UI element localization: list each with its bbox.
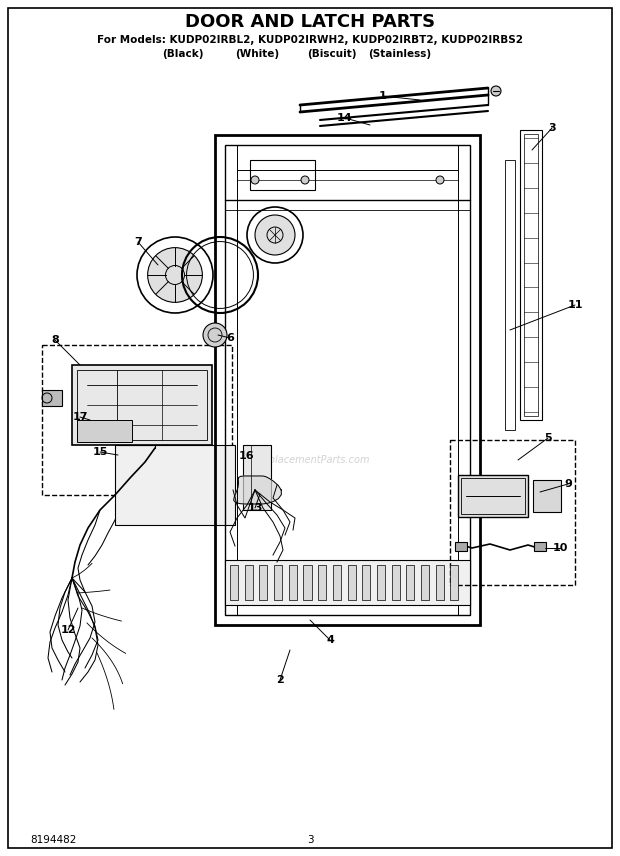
Text: 16: 16 xyxy=(239,451,255,461)
Text: 2: 2 xyxy=(276,675,284,685)
Text: eReplacementParts.com: eReplacementParts.com xyxy=(250,455,370,465)
Bar xyxy=(250,160,315,190)
Circle shape xyxy=(491,86,501,96)
Text: 1: 1 xyxy=(379,91,387,101)
Bar xyxy=(318,565,326,600)
Text: 8194482: 8194482 xyxy=(30,835,76,845)
Bar xyxy=(377,565,385,600)
Bar xyxy=(520,130,542,420)
Text: 3: 3 xyxy=(548,123,556,133)
Bar xyxy=(392,565,400,600)
Bar xyxy=(533,480,561,512)
Bar xyxy=(524,134,538,416)
Text: 15: 15 xyxy=(92,447,108,457)
Text: 13: 13 xyxy=(247,503,263,513)
Text: (White): (White) xyxy=(235,49,280,59)
Bar xyxy=(450,565,458,600)
Text: (Black): (Black) xyxy=(162,49,203,59)
Bar xyxy=(243,445,271,510)
Text: 17: 17 xyxy=(73,412,88,422)
Circle shape xyxy=(436,176,444,184)
Bar xyxy=(436,565,444,600)
Text: 3: 3 xyxy=(307,835,313,845)
Circle shape xyxy=(255,215,295,255)
Text: For Models: KUDP02IRBL2, KUDP02IRWH2, KUDP02IRBT2, KUDP02IRBS2: For Models: KUDP02IRBL2, KUDP02IRWH2, KU… xyxy=(97,35,523,45)
Bar xyxy=(450,440,575,585)
Bar xyxy=(274,565,282,600)
Bar xyxy=(77,370,207,440)
Text: 9: 9 xyxy=(564,479,572,489)
Bar xyxy=(77,420,132,442)
Text: 7: 7 xyxy=(134,237,142,247)
Bar xyxy=(406,565,414,600)
Bar xyxy=(230,565,238,600)
Circle shape xyxy=(203,323,227,347)
Bar xyxy=(289,565,297,600)
Text: 10: 10 xyxy=(552,543,568,553)
Bar xyxy=(505,160,515,430)
Bar xyxy=(461,478,525,514)
Bar xyxy=(347,565,356,600)
Text: 14: 14 xyxy=(337,113,353,123)
Bar xyxy=(333,565,341,600)
Bar xyxy=(42,345,232,495)
Bar xyxy=(72,365,212,445)
Text: 5: 5 xyxy=(544,433,552,443)
Text: 6: 6 xyxy=(226,333,234,343)
Bar xyxy=(534,542,546,551)
Circle shape xyxy=(148,247,202,302)
Bar xyxy=(42,390,62,406)
Text: 11: 11 xyxy=(567,300,583,310)
Bar xyxy=(455,542,467,551)
Bar xyxy=(362,565,370,600)
Text: (Biscuit): (Biscuit) xyxy=(307,49,356,59)
Bar xyxy=(225,560,470,605)
Bar xyxy=(458,475,528,517)
Text: 4: 4 xyxy=(326,635,334,645)
Text: DOOR AND LATCH PARTS: DOOR AND LATCH PARTS xyxy=(185,13,435,31)
Circle shape xyxy=(251,176,259,184)
Bar xyxy=(421,565,429,600)
Bar xyxy=(225,145,470,615)
Bar xyxy=(115,445,235,525)
Text: 12: 12 xyxy=(60,625,76,635)
Text: (Stainless): (Stainless) xyxy=(368,49,432,59)
Bar xyxy=(303,565,311,600)
Bar xyxy=(215,135,480,625)
Circle shape xyxy=(301,176,309,184)
Bar xyxy=(259,565,267,600)
Text: 8: 8 xyxy=(51,335,59,345)
Bar xyxy=(245,565,253,600)
Polygon shape xyxy=(234,476,281,504)
